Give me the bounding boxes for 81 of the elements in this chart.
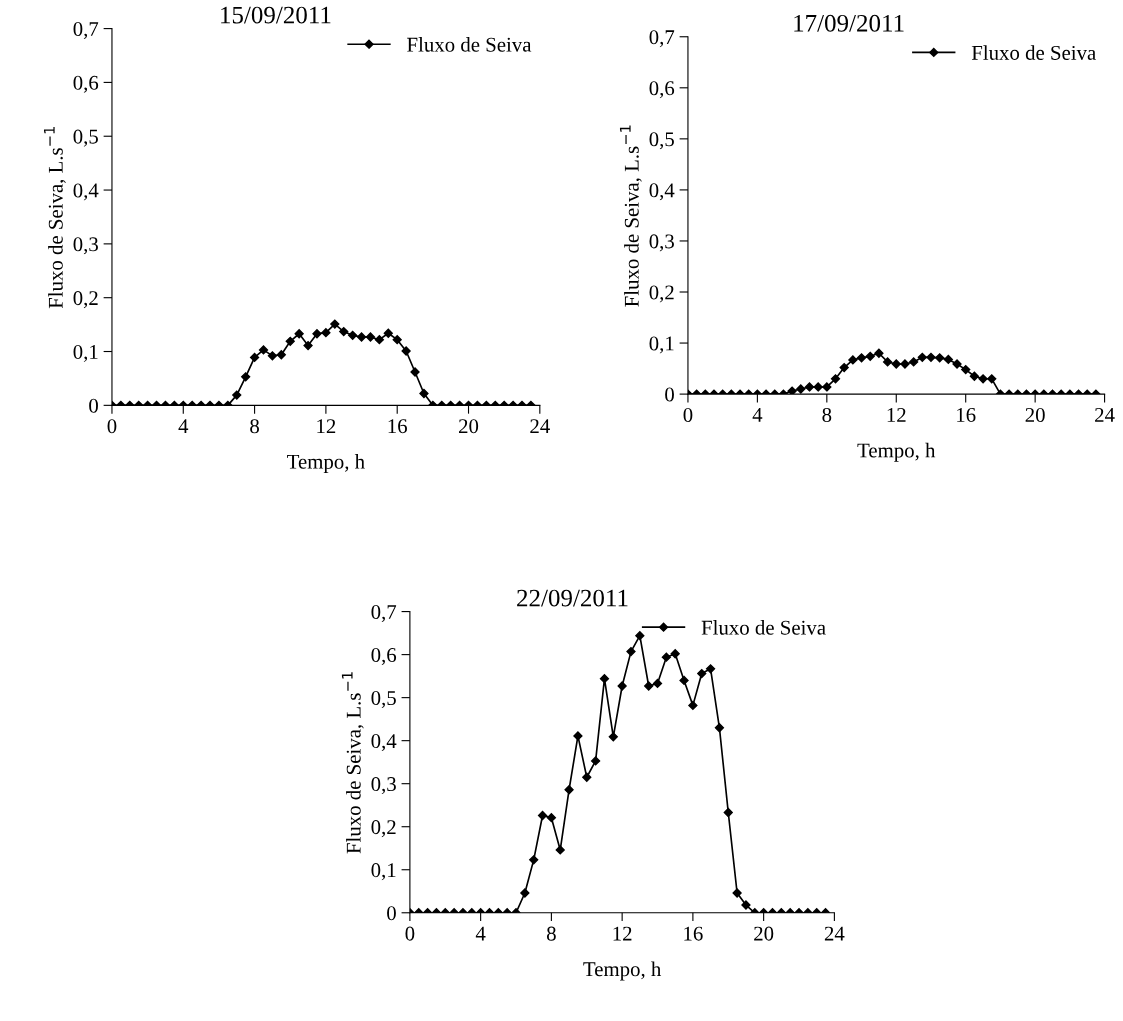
x-tick-label: 16: [684, 926, 703, 941]
point: [652, 678, 663, 689]
point: [741, 900, 751, 910]
y-tick-label: 0,2: [649, 285, 674, 303]
y-tick-label: 0,1: [73, 344, 98, 362]
y-tick-label: 0,7: [649, 30, 675, 48]
x-tick-label: 20: [1025, 407, 1045, 422]
legend-label: Fluxo de Seiva: [701, 620, 826, 635]
point: [564, 785, 574, 795]
chart-title: 22/09/2011: [517, 589, 628, 607]
point: [688, 700, 698, 711]
y-axis-title: Fluxo de Seiva, L.s$^{−1}$: [619, 125, 642, 307]
x-tick-label: 20: [754, 926, 774, 941]
x-tick-label: 8: [546, 926, 556, 941]
y-tick-label: 0,2: [73, 291, 98, 309]
y-tick-label: 0,6: [371, 647, 397, 666]
y-tick-label: 0,4: [371, 734, 397, 752]
y-tick-label: 0,3: [371, 777, 396, 795]
y-tick-label: 0,6: [649, 81, 675, 99]
y-tick-label: 0: [387, 906, 396, 921]
point: [573, 731, 583, 741]
x-tick-label: 12: [317, 419, 336, 433]
point: [723, 807, 733, 818]
y-tick-label: 0,3: [649, 234, 674, 252]
y-tick-label: 0,3: [73, 237, 98, 255]
y-tick-label: 0,6: [73, 75, 99, 93]
x-tick-label: 8: [250, 419, 259, 434]
legend-label: Fluxo de Seiva: [971, 45, 1096, 60]
x-tick-label: 0: [405, 926, 415, 941]
point: [582, 772, 592, 782]
x-tick-label: 24: [824, 926, 845, 941]
x-tick-label: 8: [822, 407, 832, 422]
y-tick-label: 0,1: [649, 336, 674, 354]
y-tick-label: 0,1: [371, 863, 396, 881]
point: [661, 652, 671, 662]
x-tick-label: 24: [1095, 407, 1115, 422]
x-tick-label: 16: [388, 419, 407, 434]
x-tick-label: 16: [957, 407, 976, 422]
y-tick-label: 0,4: [649, 183, 675, 201]
x-axis-title: Tempo, h: [287, 454, 365, 473]
chart-title: 17/09/2011: [794, 14, 904, 32]
y-tick-label: 0,7: [371, 604, 397, 623]
point: [714, 723, 725, 733]
y-tick-label: 0,2: [371, 820, 396, 838]
y-tick-label: 0,5: [649, 132, 674, 150]
x-tick-label: 20: [459, 419, 479, 434]
x-tick-label: 24: [530, 419, 550, 433]
point: [590, 756, 601, 766]
point: [617, 681, 627, 691]
point: [644, 681, 654, 691]
point: [732, 888, 742, 898]
x-tick-label: 4: [178, 419, 189, 433]
y-tick-label: 0,4: [73, 183, 99, 201]
point: [608, 732, 618, 742]
point: [635, 631, 645, 641]
legend-label: Fluxo de Seiva: [407, 37, 532, 52]
y-tick-label: 0: [665, 387, 674, 402]
y-tick-label: 0,5: [371, 691, 396, 709]
point: [705, 664, 716, 674]
y-axis-title: Fluxo de Seiva, L.s$^{−1}$: [341, 672, 364, 854]
x-axis-title: Tempo, h: [857, 442, 936, 462]
x-tick-label: 12: [887, 407, 906, 422]
point: [529, 855, 539, 865]
point: [626, 646, 636, 657]
point: [546, 813, 557, 823]
point: [679, 675, 689, 686]
x-tick-label: 0: [683, 407, 693, 422]
x-tick-label: 4: [475, 926, 486, 941]
point: [670, 649, 680, 659]
point: [520, 888, 530, 898]
chart-title: 15/09/2011: [221, 6, 331, 24]
y-tick-label: 0,7: [73, 21, 99, 40]
y-axis-title: Fluxo de Seiva, L.s$^{−1}$: [43, 127, 66, 309]
x-tick-label: 4: [752, 408, 763, 422]
point: [697, 668, 707, 679]
x-tick-label: 12: [613, 926, 632, 941]
y-tick-label: 0,5: [73, 129, 98, 147]
x-tick-label: 0: [107, 419, 117, 434]
point: [555, 845, 565, 855]
x-axis-title: Tempo, h: [583, 961, 662, 981]
point: [599, 674, 610, 684]
